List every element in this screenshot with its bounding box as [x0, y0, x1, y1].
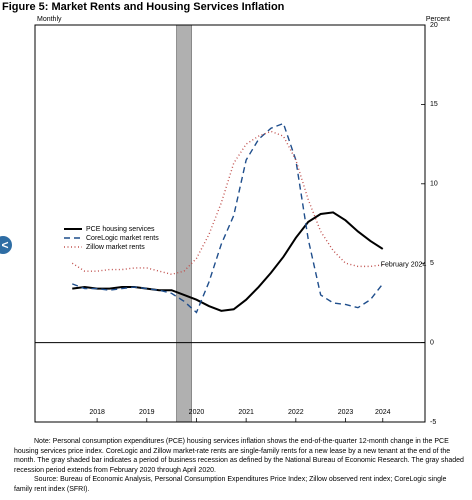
recession-band — [176, 24, 192, 423]
chart-title: Figure 5: Market Rents and Housing Servi… — [2, 1, 285, 13]
x-tick-label: 2020 — [189, 409, 205, 416]
y-tick-label: 5 — [430, 260, 434, 267]
legend-label: PCE housing services — [86, 226, 155, 233]
left-label: Monthly — [37, 16, 62, 23]
plot-area: -5 0 5 10 15 20 2018 2019 2020 2021 2022 2023 2024 PC… — [34, 22, 438, 426]
series-line — [72, 211, 384, 312]
x-tick-label: 2021 — [238, 409, 254, 416]
note: Note: Personal consumption expenditures … — [14, 438, 464, 474]
y-tick-label: 0 — [430, 339, 434, 346]
x-tick-label: 2024 — [375, 409, 391, 416]
series-line — [71, 130, 383, 276]
right-label: Percent — [426, 16, 450, 23]
source: Source: Bureau of Economic Analysis, Per… — [14, 476, 447, 493]
y-tick-label: 15 — [430, 101, 438, 108]
notes: Note: Personal consumption expenditures … — [14, 437, 466, 494]
x-tick-label: 2018 — [89, 409, 105, 416]
legend-label: Zillow market rents — [86, 244, 145, 251]
chart: Figure 5: Market Rents and Housing Servi… — [2, 1, 450, 426]
series-line — [72, 122, 384, 314]
y-tick-label: 10 — [430, 181, 438, 188]
y-tick-label: -5 — [430, 419, 436, 426]
x-tick-label: 2023 — [338, 409, 354, 416]
back-button[interactable]: < — [0, 236, 12, 254]
x-tick-label: 2019 — [139, 409, 155, 416]
y-tick-label: 20 — [430, 22, 438, 29]
plot-frame — [34, 24, 426, 423]
annotation: February 2024 — [381, 262, 427, 269]
legend-label: CoreLogic market rents — [86, 235, 159, 242]
x-tick-label: 2022 — [288, 409, 304, 416]
